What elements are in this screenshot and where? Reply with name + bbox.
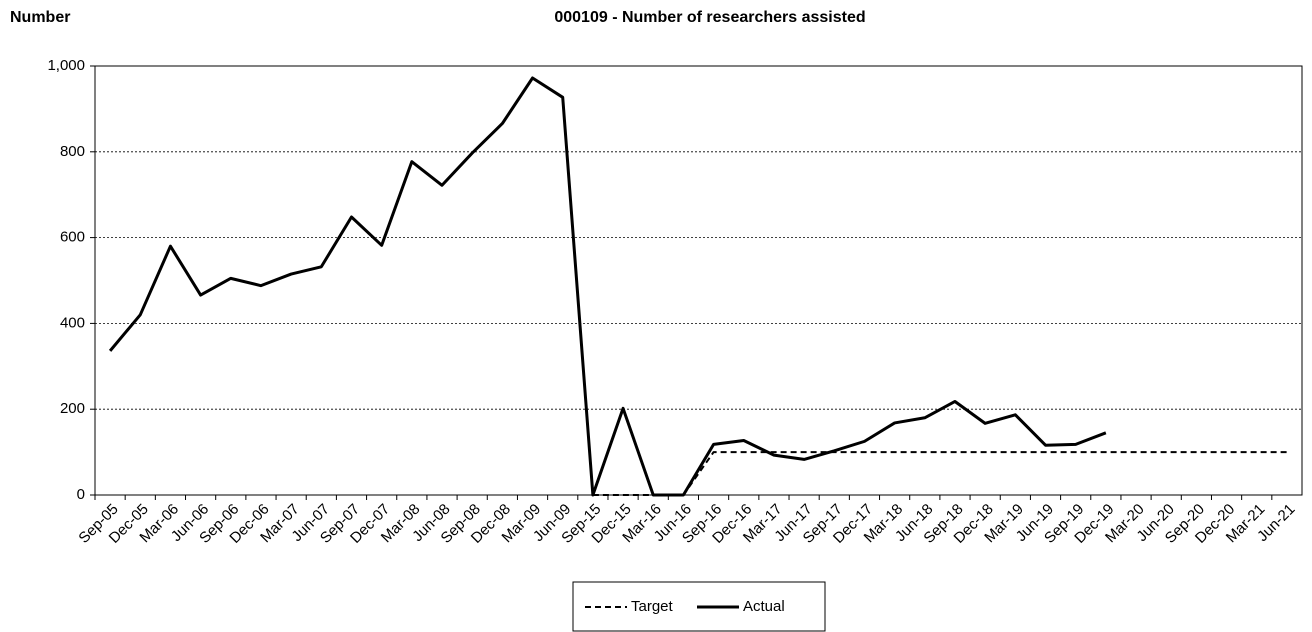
y-tick-label: 200	[60, 400, 85, 417]
line-series	[108, 76, 1107, 497]
chart-title: 000109 - Number of researchers assisted	[554, 9, 865, 26]
legend-label: Target	[631, 598, 674, 615]
y-tick-label: 0	[77, 486, 85, 503]
y-tick-label: 1,000	[47, 57, 85, 74]
y-tick-label: 400	[60, 314, 85, 331]
y-tick-label: 600	[60, 229, 85, 246]
y-axis-label: Number	[10, 9, 70, 26]
y-tick-label: 800	[60, 143, 85, 160]
legend-label: Actual	[743, 598, 785, 615]
legend: Target Actual	[572, 581, 826, 632]
line-series	[592, 451, 1287, 496]
